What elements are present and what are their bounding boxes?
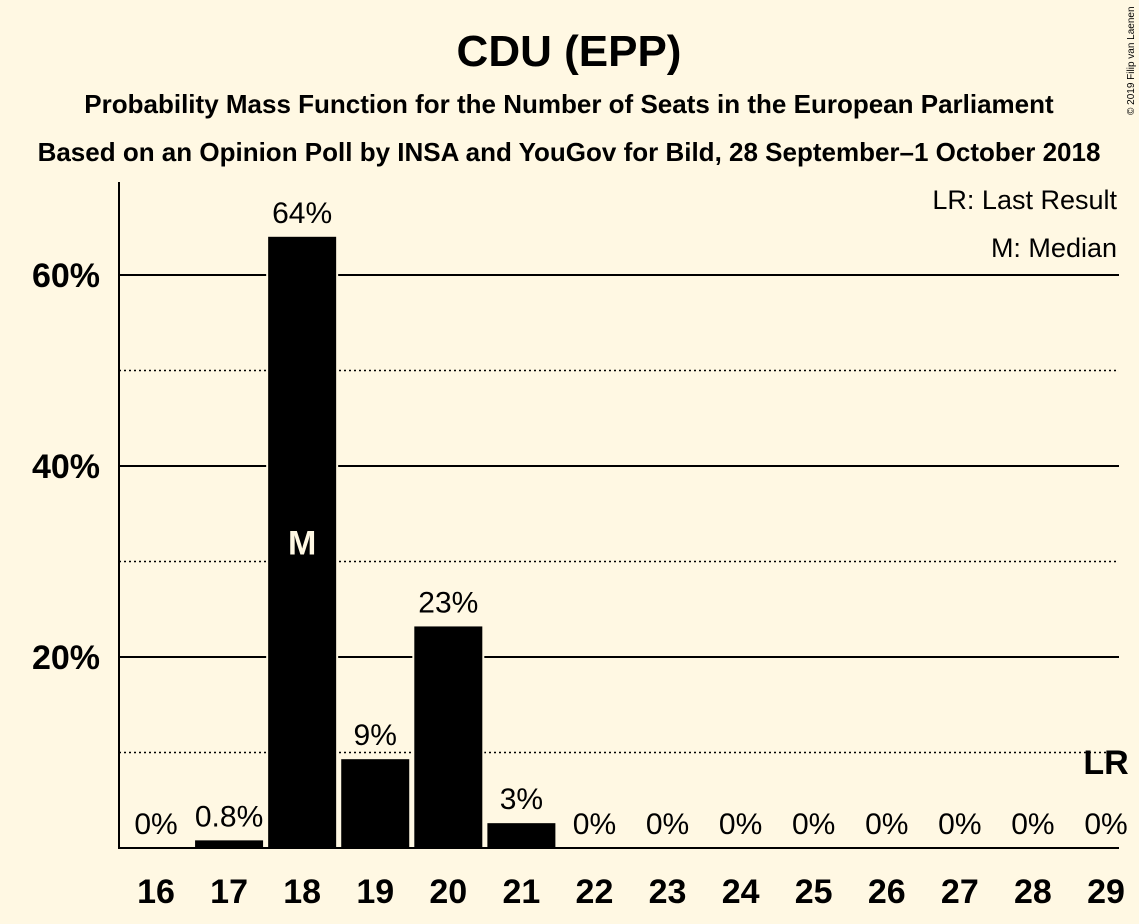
y-axis-ticks: 20% 40% 60% <box>32 257 100 677</box>
value-label-21: 3% <box>500 783 543 816</box>
x-tick-label-24: 24 <box>722 873 760 911</box>
chart-subtitle-2: Based on an Opinion Poll by INSA and You… <box>38 137 1101 167</box>
y-tick-label: 20% <box>32 639 100 677</box>
value-label-25: 0% <box>792 808 835 841</box>
x-tick-label-26: 26 <box>868 873 906 911</box>
x-tick-label-22: 22 <box>576 873 614 911</box>
legend-item: LR: Last Result <box>932 185 1117 215</box>
y-tick-label: 60% <box>32 257 100 295</box>
bar-19 <box>341 759 410 848</box>
y-tick-label: 40% <box>32 448 100 486</box>
value-labels: 0% 0.8% 64% M 9% 23% 3% 0% 0% 0% 0% 0% 0% 0% 0% LR <box>134 197 1128 841</box>
bar-20 <box>414 626 483 848</box>
value-label-18: 64% <box>272 197 332 230</box>
chart-title: CDU (EPP) <box>457 27 682 76</box>
x-tick-label-16: 16 <box>137 873 175 911</box>
x-tick-label-20: 20 <box>429 873 467 911</box>
last-result-marker: LR <box>1083 744 1128 782</box>
value-label-28: 0% <box>1011 808 1054 841</box>
value-label-23: 0% <box>646 808 689 841</box>
value-label-26: 0% <box>865 808 908 841</box>
bar-18 <box>268 236 337 849</box>
x-tick-label-17: 17 <box>210 873 248 911</box>
value-label-16: 0% <box>134 808 177 841</box>
median-marker: M <box>288 524 316 562</box>
x-tick-label-28: 28 <box>1014 873 1052 911</box>
x-tick-label-21: 21 <box>502 873 540 911</box>
value-label-17: 0.8% <box>195 800 263 833</box>
x-tick-label-19: 19 <box>356 873 394 911</box>
value-label-27: 0% <box>938 808 981 841</box>
x-tick-label-23: 23 <box>649 873 687 911</box>
value-label-24: 0% <box>719 808 762 841</box>
value-label-20: 23% <box>418 586 478 619</box>
x-tick-label-18: 18 <box>283 873 321 911</box>
value-label-29: 0% <box>1084 808 1127 841</box>
x-tick-label-29: 29 <box>1087 873 1125 911</box>
x-tick-label-27: 27 <box>941 873 979 911</box>
legend-item: M: Median <box>991 233 1117 263</box>
x-axis-ticks: 16 17 18 19 20 21 22 23 24 25 26 27 28 29 <box>137 873 1125 911</box>
bar-21 <box>487 823 556 848</box>
value-label-19: 9% <box>354 719 397 752</box>
bars <box>193 234 558 849</box>
chart-subtitle-1: Probability Mass Function for the Number… <box>84 89 1054 119</box>
legend: LR: Last Result M: Median <box>932 185 1117 263</box>
x-tick-label-25: 25 <box>795 873 833 911</box>
bar-17 <box>195 840 264 848</box>
value-label-22: 0% <box>573 808 616 841</box>
copyright-text: © 2019 Filip van Laenen <box>1126 6 1137 115</box>
